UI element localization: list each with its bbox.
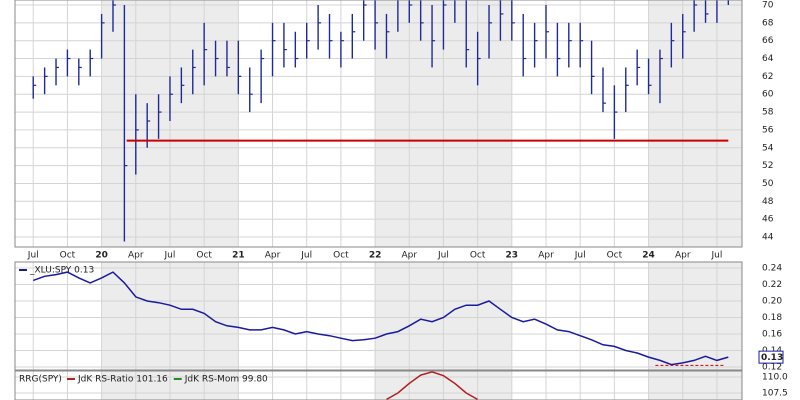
last-value-label: 0.13 [761, 353, 783, 363]
x-tick-label: 22 [369, 251, 382, 261]
year-shade [648, 371, 742, 400]
y-tick-label: 0.22 [762, 280, 782, 290]
legend-entry: JdK RS-Mom 99.80 [184, 375, 268, 385]
x-tick-label: Jul [27, 251, 39, 261]
x-tick-label: Oct [470, 251, 486, 261]
y-tick-label: 70 [762, 0, 774, 10]
y-tick-label: 0.12 [762, 363, 782, 373]
x-tick-label: 24 [642, 251, 655, 261]
x-tick-label: Apr [538, 251, 554, 261]
x-tick-label: Apr [675, 251, 691, 261]
y-tick-label: 66 [762, 36, 774, 46]
x-tick-label: Oct [196, 251, 212, 261]
x-tick-label: Oct [333, 251, 349, 261]
y-tick-label: 110.0 [762, 373, 788, 383]
y-tick-label: 54 [762, 143, 774, 153]
series-line [32, 271, 729, 366]
series-line [386, 371, 478, 400]
y-tick-label: 56 [762, 125, 774, 135]
x-tick-label: 21 [232, 251, 245, 261]
y-tick-label: 107.5 [762, 389, 788, 399]
panel-frame [14, 261, 743, 371]
y-tick-label: 0.24 [762, 264, 782, 274]
x-tick-label: Jul [574, 251, 586, 261]
y-tick-label: 68 [762, 18, 774, 28]
x-tick-label: Oct [60, 251, 76, 261]
y-tick-label: 0.20 [762, 297, 782, 307]
y-tick-label: 44 [762, 233, 774, 243]
legend-entry: _XLU:SPY 0.13 [29, 266, 94, 276]
x-tick-label: Jul [300, 251, 312, 261]
y-tick-label: 52 [762, 161, 773, 171]
x-tick-label: Apr [265, 251, 281, 261]
x-tick-label: Apr [128, 251, 144, 261]
panel-frame [14, 0, 743, 248]
x-tick-label: 20 [95, 251, 108, 261]
legend-entry: JdK RS-Ratio 101.16 [77, 375, 168, 385]
panel [15, 262, 742, 370]
x-tick-label: Jul [437, 251, 449, 261]
x-tick-label: Jul [164, 251, 176, 261]
y-tick-label: 0.16 [762, 330, 782, 340]
y-tick-label: 58 [762, 108, 774, 118]
y-tick-label: 62 [762, 72, 773, 82]
x-tick-label: 23 [506, 251, 519, 261]
y-tick-label: 0.18 [762, 313, 782, 323]
y-tick-label: 60 [762, 90, 774, 100]
panel-frame [14, 370, 743, 400]
panel [15, 0, 742, 247]
x-tick-label: Apr [401, 251, 417, 261]
legend-label: RRG(SPY) [19, 375, 62, 385]
y-tick-label: 46 [762, 215, 774, 225]
year-shade [648, 262, 742, 370]
y-tick-label: 50 [762, 179, 774, 189]
last-value-box [758, 350, 784, 364]
x-tick-label: Oct [607, 251, 623, 261]
y-tick-label: 48 [762, 197, 774, 207]
y-tick-label: 64 [762, 54, 774, 64]
x-tick-label: Jul [711, 251, 723, 261]
